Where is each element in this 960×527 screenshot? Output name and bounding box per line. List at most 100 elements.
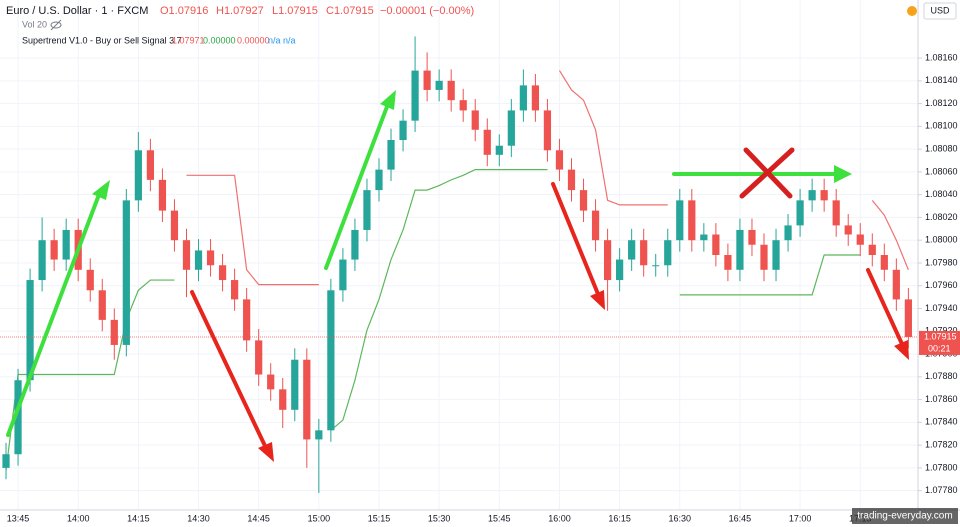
candle-body (291, 359, 299, 410)
y-tick-label: 1.07980 (925, 257, 958, 267)
arrow-up (324, 102, 390, 270)
candle-body (760, 244, 768, 270)
arrow-head (258, 442, 274, 462)
supertrend-line (5, 169, 861, 471)
last-price-box (919, 330, 960, 355)
y-tick-label: 1.07940 (925, 303, 958, 313)
arrow-up (6, 190, 102, 437)
candle-body (543, 110, 552, 151)
eye-icon-slash[interactable] (50, 19, 62, 31)
candle-body (880, 255, 888, 270)
candle-body (182, 240, 191, 270)
candle-body (122, 200, 130, 345)
x-tick-label: 14:30 (187, 513, 210, 523)
candle-body (62, 229, 70, 260)
candle-body (435, 80, 443, 90)
annotations (6, 90, 909, 462)
eye-icon[interactable] (50, 19, 62, 31)
arrow-head (380, 90, 396, 110)
indicator-value: 0.00000 (237, 35, 270, 45)
candle-body (904, 299, 912, 337)
x-tick-label: 17:00 (789, 513, 812, 523)
candle-body (459, 100, 467, 111)
y-tick-label: 1.07960 (925, 280, 958, 290)
symbol-title: Euro / U.S. Dollar · 1 · FXCM (6, 5, 148, 17)
candle-body (844, 225, 852, 235)
candle-body (471, 110, 479, 130)
candle-body (38, 240, 46, 281)
candle-body (26, 280, 34, 381)
watermark-bg (852, 508, 958, 524)
indicator-value: 0.00000 (203, 35, 236, 45)
candle-body (218, 265, 227, 281)
candle-body (772, 240, 780, 270)
x-tick-label: 15:00 (308, 513, 331, 523)
y-tick-label: 1.08160 (925, 52, 958, 62)
candle-body (519, 85, 527, 111)
candle-body (375, 169, 383, 191)
candle-body (303, 359, 311, 440)
candle-body (700, 234, 708, 241)
candle-body (832, 200, 840, 226)
candle-body (748, 229, 756, 245)
ohlc-close: C1.07915 (326, 5, 374, 17)
y-tick-label: 1.08100 (925, 121, 958, 131)
arrow-head (92, 180, 110, 200)
arrow-head (894, 340, 909, 360)
y-tick-label: 1.07800 (925, 462, 958, 472)
candle-body (267, 374, 275, 390)
arrow-down (551, 182, 600, 296)
candle-body (688, 200, 696, 241)
eye-icon-shape[interactable] (50, 21, 62, 29)
candle-body (495, 145, 503, 155)
x-tick-label: 15:30 (428, 513, 451, 523)
ohlc-low: L1.07915 (272, 5, 318, 17)
candle-body (856, 234, 864, 245)
candle-body (279, 389, 287, 410)
candles (0, 36, 918, 493)
currency-box[interactable] (923, 2, 957, 20)
candle-body (892, 269, 900, 300)
y-tick-label: 1.08000 (925, 235, 958, 245)
candle-body (724, 255, 732, 270)
indicator-value: n/a (283, 35, 296, 45)
candle-body (591, 210, 600, 241)
candle-body (808, 190, 816, 201)
cross (739, 147, 795, 199)
candle-body (170, 210, 179, 241)
candle-body (628, 240, 636, 260)
candle-body (664, 240, 672, 266)
candle-body (363, 190, 371, 230)
candle-body (399, 120, 407, 141)
x-tick-label: 16:30 (669, 513, 692, 523)
candle-body (531, 85, 540, 111)
x-tick-label: 14:00 (67, 513, 90, 523)
indicator-value: 1.07971 (172, 35, 205, 45)
y-tick-label: 1.07780 (925, 485, 958, 495)
candle-body (712, 234, 720, 255)
candle-body (784, 225, 792, 241)
candle-body (146, 150, 155, 180)
arrow-down (190, 290, 268, 450)
y-tick-label: 1.07840 (925, 417, 958, 427)
candle-body (351, 229, 359, 260)
candle-body (868, 244, 876, 255)
x-tick-label: 16:15 (608, 513, 631, 523)
y-tick-label: 1.08060 (925, 166, 958, 176)
candle-body (820, 190, 828, 201)
alert-dot[interactable] (907, 6, 917, 16)
candle-body (652, 265, 660, 267)
y-tick-label: 1.07920 (925, 326, 958, 336)
candle-body (676, 200, 684, 241)
candle-body (447, 80, 455, 101)
candle-body (98, 290, 106, 320)
candle-body (134, 150, 142, 201)
arrow-head (834, 165, 852, 183)
arrow-down (866, 268, 904, 346)
supertrend-line (186, 70, 909, 286)
arrow-head (590, 290, 605, 310)
watermark: trading-everyday.com (857, 511, 952, 522)
currency[interactable]: USD (930, 5, 950, 15)
